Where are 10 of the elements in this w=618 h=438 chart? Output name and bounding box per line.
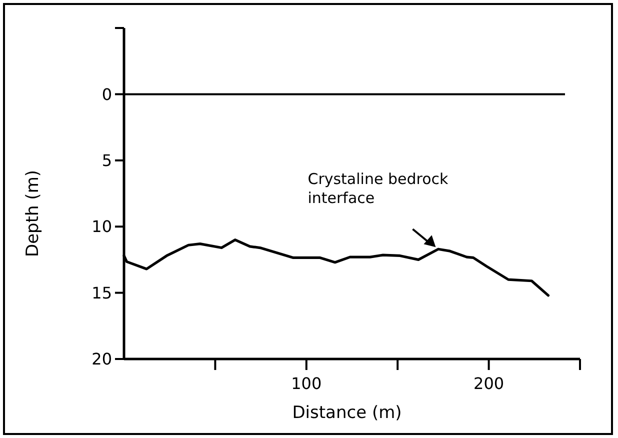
x-tick-label: 200 (474, 374, 504, 393)
y-tick-label: 10 (92, 217, 112, 236)
annotation: Crystaline bedrock interface (308, 170, 449, 207)
y-tick-label: 20 (92, 350, 112, 369)
y-tick-label: 15 (92, 283, 112, 302)
x-axis-title: Distance (m) (292, 403, 402, 423)
y-axis-title: Depth (m) (23, 170, 43, 258)
y-tick-label: 5 (102, 151, 112, 170)
x-tick-label: 100 (291, 374, 322, 393)
y-tick-label: 0 (102, 84, 112, 104)
